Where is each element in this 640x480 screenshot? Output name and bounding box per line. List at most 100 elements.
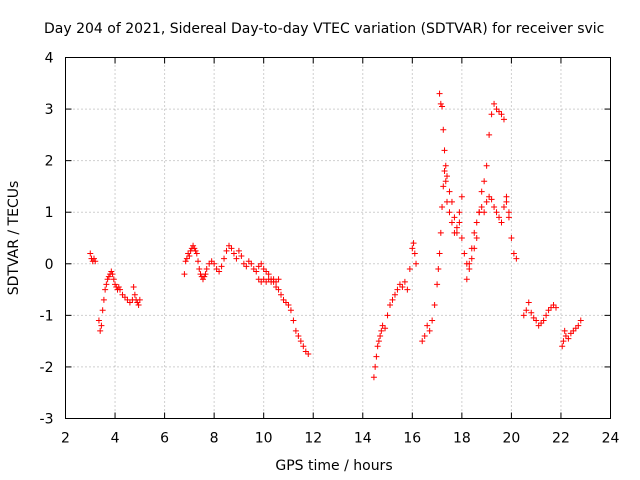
data-point (434, 281, 441, 288)
y-tick-label: -1 (40, 308, 54, 324)
data-point (503, 198, 510, 205)
data-point (275, 286, 282, 293)
data-point (248, 260, 255, 267)
x-tick-label: 24 (602, 431, 620, 447)
data-point (384, 312, 391, 319)
data-point (424, 322, 431, 329)
data-point (553, 304, 559, 311)
data-point (195, 258, 202, 265)
data-point (439, 103, 446, 110)
x-tick-label: 8 (210, 431, 219, 447)
y-tick-label: 2 (45, 154, 54, 170)
data-point (483, 198, 490, 205)
data-point (221, 255, 228, 262)
data-point (394, 286, 401, 293)
data-point (419, 338, 426, 345)
data-point (278, 291, 285, 298)
data-point (136, 296, 143, 303)
grid-lines (65, 57, 611, 419)
data-point (442, 162, 449, 169)
data-point (404, 286, 411, 293)
x-axis-ticks: 2 4 6 8 10 12 14 16 18 20 22 24 (61, 57, 620, 447)
data-point (471, 229, 478, 236)
data-point (560, 338, 567, 345)
data-point (448, 219, 455, 226)
x-axis-label: GPS time / hours (275, 458, 392, 474)
data-point (466, 260, 473, 267)
data-point (103, 281, 110, 288)
data-point (473, 219, 480, 226)
data-point (508, 235, 515, 241)
data-point (300, 343, 307, 350)
data-point (406, 265, 413, 272)
data-point (193, 250, 200, 257)
data-point (378, 327, 385, 334)
data-point (285, 302, 292, 309)
data-point (387, 302, 394, 309)
data-point (488, 196, 495, 203)
data-point (503, 193, 510, 200)
data-point (500, 116, 507, 123)
chart-title: Day 204 of 2021, Sidereal Day-to-day VTE… (44, 21, 604, 37)
y-axis-label: SDTVAR / TECUs (6, 181, 22, 296)
data-point (117, 286, 123, 293)
x-tick-label: 20 (502, 431, 520, 447)
data-point (440, 183, 447, 190)
data-point (382, 325, 389, 332)
data-point (99, 307, 106, 314)
data-point (95, 317, 102, 324)
data-point (182, 258, 189, 265)
data-point (290, 317, 297, 324)
data-point (437, 229, 444, 236)
data-point (456, 209, 463, 216)
data-point (565, 335, 572, 342)
data-point (446, 188, 453, 195)
data-point (104, 276, 111, 283)
data-point (287, 307, 294, 314)
data-point (292, 327, 299, 334)
data-point (235, 247, 242, 254)
y-tick-label: -3 (40, 412, 54, 428)
data-point (510, 250, 517, 257)
data-point (500, 204, 507, 211)
data-point (112, 281, 119, 288)
data-point (258, 260, 265, 267)
data-point (399, 283, 406, 290)
data-point (265, 271, 272, 278)
data-point (453, 224, 460, 231)
data-point (483, 162, 490, 169)
data-point (186, 253, 193, 260)
data-point (305, 351, 312, 358)
data-point (115, 283, 122, 290)
data-point (411, 250, 418, 257)
data-point (561, 327, 568, 334)
data-point (481, 209, 488, 216)
data-point (238, 253, 245, 260)
data-point (466, 265, 473, 272)
data-point (374, 343, 381, 350)
data-point (577, 317, 584, 324)
data-point (253, 268, 260, 275)
x-tick-label: 14 (354, 431, 372, 447)
data-point (505, 209, 512, 216)
data-point (216, 268, 223, 275)
data-point (481, 178, 488, 185)
data-point (520, 312, 527, 319)
data-point (233, 255, 240, 262)
data-point (491, 100, 498, 107)
x-tick-label: 6 (160, 431, 169, 447)
data-point (377, 332, 384, 339)
data-point (135, 302, 142, 309)
data-point (191, 245, 198, 252)
data-point (543, 312, 550, 319)
data-point (575, 322, 582, 329)
data-point (461, 250, 468, 257)
data-point (389, 296, 396, 303)
data-point (458, 193, 465, 200)
data-point (372, 363, 379, 370)
data-point (491, 204, 498, 211)
data-point (498, 111, 505, 118)
data-point (218, 263, 225, 270)
data-point (131, 291, 138, 298)
